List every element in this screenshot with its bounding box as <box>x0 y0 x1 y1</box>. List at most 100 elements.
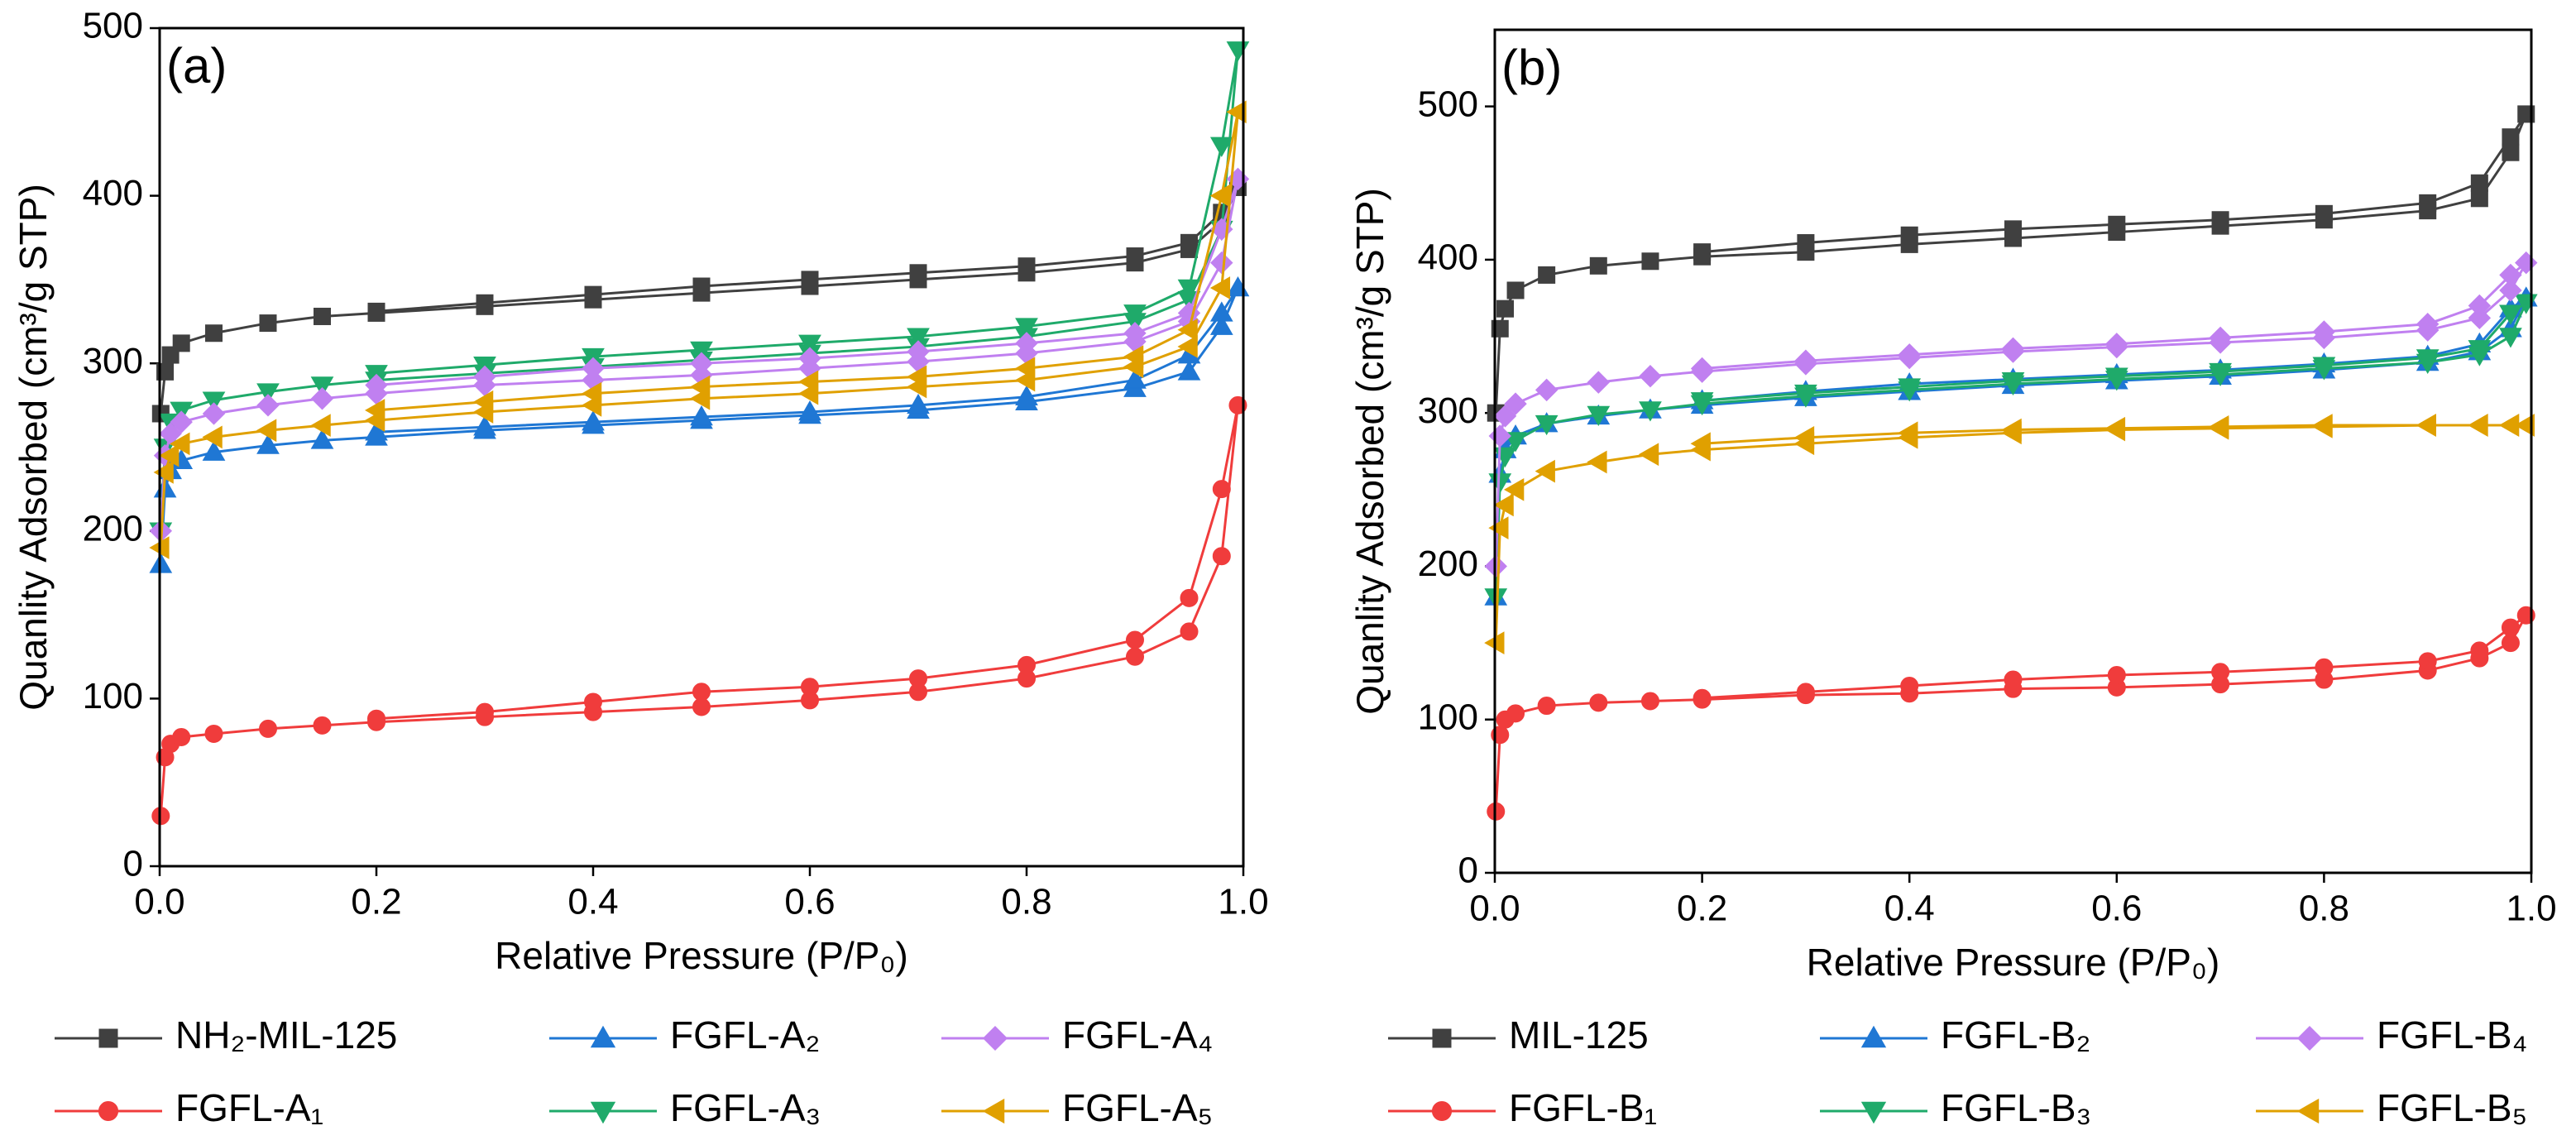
y-tick-label: 300 <box>83 341 143 381</box>
marker <box>1504 477 1525 501</box>
marker <box>472 390 494 414</box>
series-line <box>1494 614 2528 812</box>
marker <box>1900 676 1919 695</box>
marker <box>2418 652 2437 671</box>
series-line <box>1494 113 2528 414</box>
marker <box>1860 1101 1887 1124</box>
marker <box>1535 378 1559 402</box>
marker <box>798 334 821 355</box>
marker <box>1898 343 1921 366</box>
marker <box>204 724 223 743</box>
marker <box>1506 704 1525 723</box>
marker <box>590 1025 616 1048</box>
marker <box>1589 256 1607 275</box>
y-tick-label: 200 <box>83 508 143 549</box>
marker <box>690 341 713 362</box>
series-line <box>159 178 1239 531</box>
marker <box>2499 304 2522 325</box>
marker <box>473 365 496 389</box>
marker <box>476 702 494 721</box>
marker <box>1493 405 1517 428</box>
marker <box>1123 322 1147 345</box>
marker <box>1506 281 1525 299</box>
plot-frame <box>158 26 1245 868</box>
legend-text: FGFL-B₁ <box>1509 1086 1657 1129</box>
marker <box>202 440 226 461</box>
marker <box>1210 251 1233 275</box>
marker <box>1587 371 1611 394</box>
series-line <box>159 405 1239 817</box>
marker <box>1431 1100 1453 1122</box>
x-tick-label: 0.4 <box>1884 889 1935 929</box>
marker <box>2514 414 2535 437</box>
y-axis-title: Quanlity Adsorbed (cm³/g STP) <box>12 184 55 711</box>
marker <box>584 285 602 304</box>
marker <box>1177 335 1198 358</box>
marker <box>692 683 711 702</box>
marker <box>1640 692 1659 711</box>
marker <box>2312 414 2333 437</box>
marker <box>2105 333 2128 356</box>
marker <box>1209 314 1233 335</box>
marker <box>2499 328 2522 348</box>
marker <box>256 394 280 417</box>
marker <box>1123 368 1147 389</box>
y-tick-label: 100 <box>1418 697 1478 737</box>
marker <box>797 370 819 394</box>
marker <box>1212 547 1231 566</box>
marker <box>2468 414 2488 437</box>
marker <box>1488 516 1509 539</box>
series-line <box>159 186 1239 414</box>
marker <box>202 391 226 412</box>
marker <box>581 381 602 405</box>
marker <box>1898 421 1918 445</box>
marker <box>2501 618 2520 637</box>
y-tick-label: 400 <box>1418 237 1478 278</box>
x-tick-label: 0.2 <box>1677 889 1727 929</box>
marker <box>476 294 494 312</box>
marker <box>1209 184 1231 208</box>
marker <box>2502 128 2520 146</box>
marker <box>1535 414 1559 436</box>
marker <box>1015 332 1038 355</box>
marker <box>909 264 927 282</box>
marker <box>2312 320 2336 343</box>
marker <box>256 383 280 404</box>
marker <box>256 419 277 443</box>
marker <box>310 387 334 410</box>
x-tick-label: 0.8 <box>1001 882 1051 922</box>
y-tick-label: 0 <box>1458 850 1478 891</box>
marker <box>1123 345 1144 368</box>
marker <box>310 376 334 397</box>
marker <box>1504 392 1527 415</box>
legend-text: FGFL-B₄ <box>2377 1013 2527 1056</box>
marker <box>1796 683 1815 702</box>
marker <box>1638 443 1659 467</box>
marker <box>582 357 605 380</box>
marker <box>1226 41 1250 62</box>
series-line <box>1494 424 2526 644</box>
x-tick-label: 0.6 <box>2091 889 2142 929</box>
marker <box>313 716 332 735</box>
marker <box>690 352 713 375</box>
marker <box>159 422 182 445</box>
y-axis-title: Quanlity Adsorbed (cm³/g STP) <box>1348 188 1391 715</box>
marker <box>801 271 819 289</box>
y-tick-label: 500 <box>83 6 143 46</box>
marker <box>907 340 930 363</box>
marker <box>159 443 180 467</box>
marker <box>205 324 223 343</box>
legend-text: FGFL-A₃ <box>670 1086 821 1129</box>
legend-text: FGFL-B₅ <box>2377 1086 2527 1129</box>
marker <box>1209 137 1233 157</box>
y-tick-label: 200 <box>1418 544 1478 584</box>
x-tick-label: 0.8 <box>2299 889 2349 929</box>
marker <box>2209 326 2232 350</box>
marker <box>1209 301 1233 322</box>
legend-text: FGFL-B₂ <box>1941 1013 2090 1056</box>
marker <box>2499 279 2522 302</box>
marker <box>1641 252 1659 271</box>
marker <box>259 314 277 333</box>
marker <box>364 399 385 422</box>
